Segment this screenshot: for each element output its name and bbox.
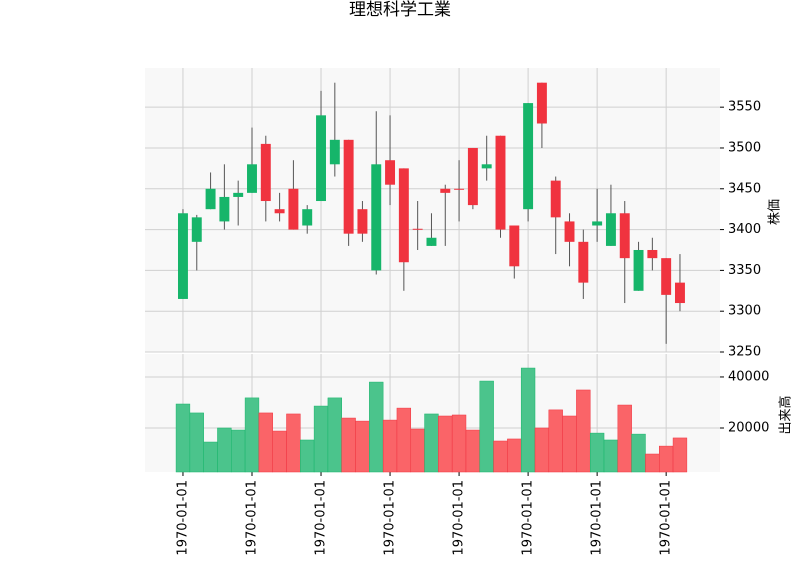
candle-body [247, 164, 257, 193]
volume-bar [369, 381, 384, 473]
x-tick-label: 1970-01-01 [590, 480, 605, 556]
candle-body [481, 164, 492, 169]
volume-bar [396, 407, 412, 473]
y-axis-label: 株価 [768, 199, 783, 225]
candle-body [661, 258, 672, 295]
price-panel [145, 68, 720, 352]
candle-body [398, 168, 409, 263]
y-tick-label: 3450 [728, 181, 761, 196]
volume-bar [327, 397, 342, 473]
x-tick-label: 1970-01-01 [383, 480, 398, 556]
volume-bar [548, 409, 563, 473]
candle-body [523, 103, 534, 210]
volume-bar [424, 413, 439, 473]
chart-title: 理想科学工業 [349, 0, 451, 20]
x-tick-label: 1970-01-01 [521, 480, 536, 556]
volume-axis-label: 出来高 [778, 395, 794, 434]
candle-body [674, 282, 685, 304]
volume-bar [507, 438, 522, 473]
candle-body [467, 147, 478, 206]
candle-body [619, 213, 630, 259]
volume-bar [576, 389, 591, 473]
volume-bar [272, 430, 287, 473]
candle-body [329, 139, 340, 165]
candle-body [536, 82, 547, 124]
volume-bar [438, 415, 453, 473]
volume-bar [659, 445, 674, 473]
volume-bar [189, 412, 204, 473]
volume-bar [562, 415, 577, 473]
volume-bar [589, 432, 605, 473]
volume-bar [479, 380, 494, 473]
volume-bar [217, 427, 232, 473]
volume-bar [631, 433, 646, 473]
candle-body [302, 209, 313, 226]
candle-body [219, 196, 230, 222]
volume-bar [382, 419, 398, 473]
volume-bar [313, 405, 329, 473]
candle-body [288, 188, 299, 230]
y-tick-label: 3550 [728, 100, 761, 115]
volume-bar [534, 427, 550, 473]
volume-tick-label: 40000 [728, 369, 769, 384]
volume-bar [520, 367, 536, 473]
candle-body [495, 135, 506, 230]
volume-bar [300, 439, 315, 473]
candle-body [233, 192, 244, 197]
x-tick-label: 1970-01-01 [314, 480, 329, 556]
candle-body [385, 160, 396, 185]
volume-bar [603, 439, 619, 473]
volume-bar [244, 397, 260, 473]
candle-body [454, 188, 465, 190]
candle-body [426, 237, 437, 246]
candle-body [412, 228, 423, 230]
candle-body [343, 139, 354, 234]
volume-bar [203, 441, 218, 473]
candle-body [564, 221, 575, 242]
volume-tick-label: 20000 [728, 420, 769, 435]
candle-body [274, 209, 285, 214]
y-tick-label: 3300 [728, 304, 761, 319]
candle-body [205, 188, 216, 210]
y-tick-label: 3350 [728, 263, 761, 278]
volume-bar [451, 414, 467, 473]
candle-body [550, 180, 561, 218]
candle-body [633, 249, 644, 291]
volume-bar [286, 413, 301, 473]
y-tick-label: 3400 [728, 222, 761, 237]
candle-body [605, 213, 616, 246]
volume-bar [672, 437, 688, 473]
volume-bar [410, 428, 425, 473]
volume-bar [617, 404, 632, 473]
candle-body [509, 225, 520, 267]
volume-bar [231, 429, 246, 473]
x-tick-label: 1970-01-01 [175, 480, 190, 556]
x-tick-label: 1970-01-01 [659, 480, 674, 556]
candle-body [191, 217, 202, 242]
volume-bar [258, 412, 273, 473]
candle-body [177, 213, 188, 299]
volume-bar [341, 417, 356, 473]
candle-body [592, 221, 603, 226]
candle-body [316, 115, 326, 202]
candle-body [260, 143, 271, 202]
candle-body [578, 241, 589, 283]
x-tick-label: 1970-01-01 [452, 480, 467, 556]
x-tick-label: 1970-01-01 [244, 480, 259, 556]
volume-bar [493, 440, 508, 473]
candle-body [440, 188, 451, 193]
volume-bar [175, 403, 191, 473]
y-tick-label: 3500 [728, 140, 761, 155]
volume-bar [465, 429, 481, 473]
candle-body [357, 209, 368, 234]
volume-bar [645, 453, 660, 473]
volume-bar [355, 420, 370, 473]
candle-body [647, 249, 658, 259]
y-tick-label: 3250 [728, 345, 761, 360]
candle-body [371, 164, 382, 271]
